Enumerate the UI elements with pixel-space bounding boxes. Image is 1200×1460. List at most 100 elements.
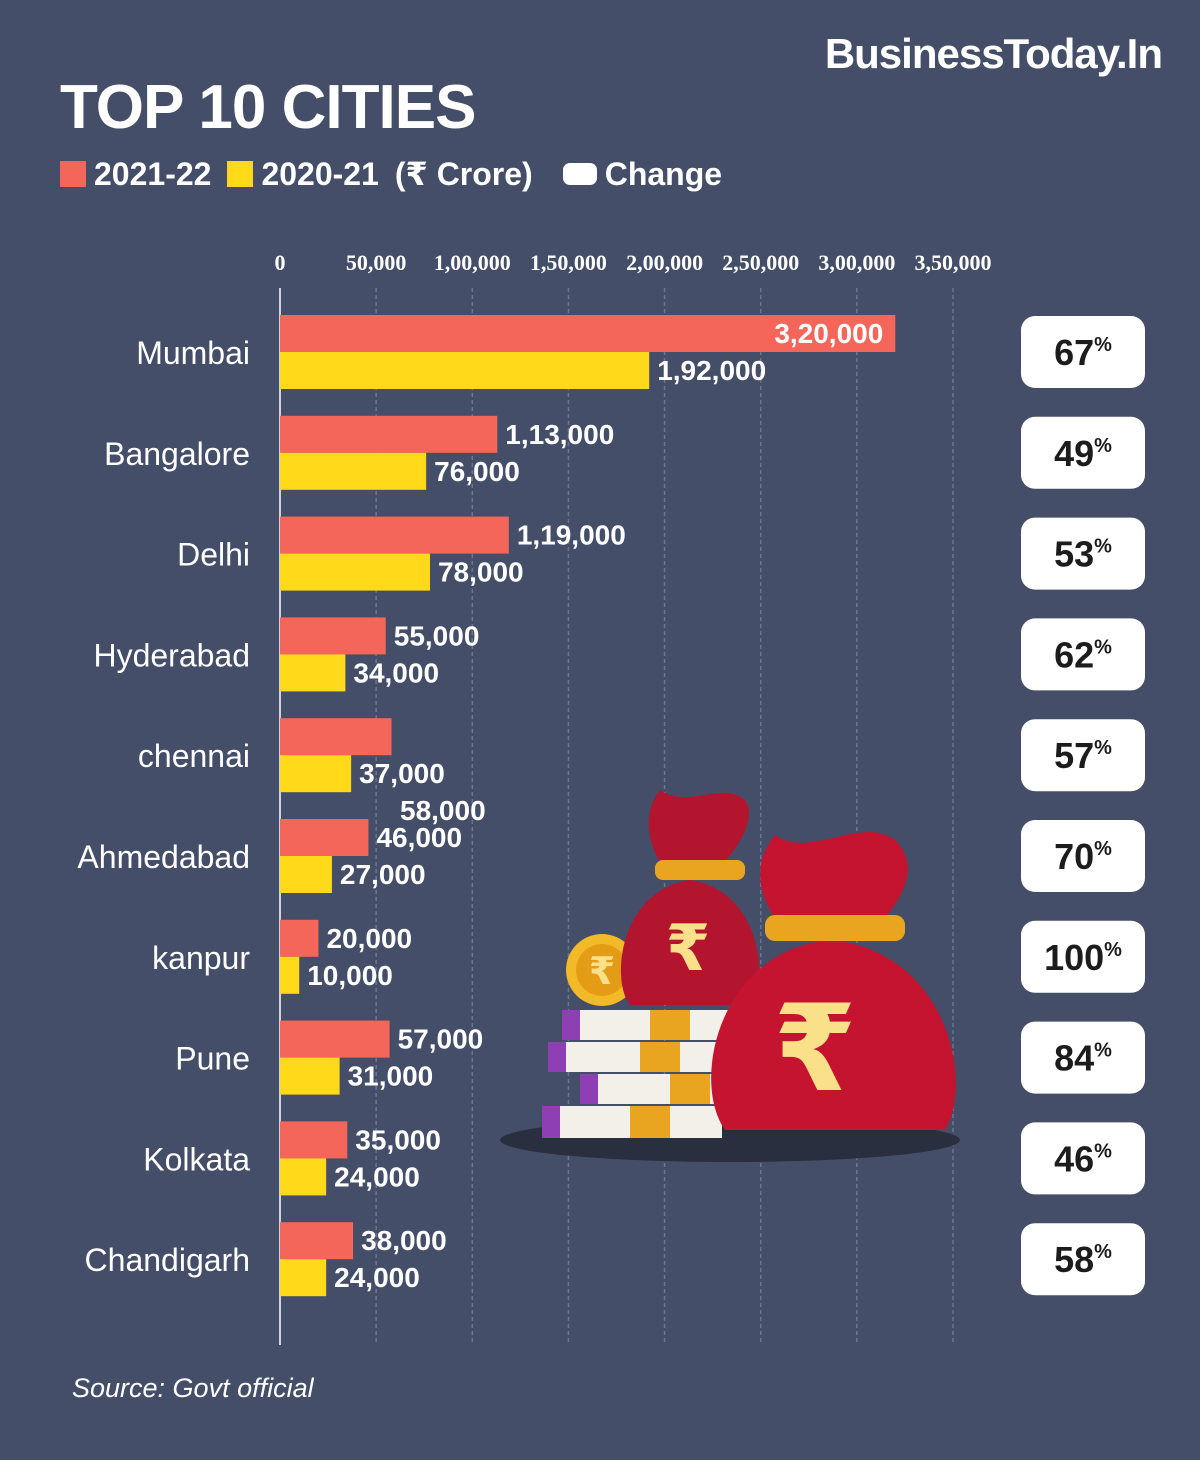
data-label-2021-22: 1,19,000 [517, 520, 626, 551]
legend-label-2020-21: 2020-21 [261, 155, 379, 192]
data-label-2020-21: 27,000 [340, 859, 426, 890]
data-label-2020-21: 78,000 [438, 557, 524, 588]
legend-swatch-2020-21 [227, 161, 254, 187]
bar-2021-22 [280, 919, 319, 957]
legend-item-change: Change [562, 155, 723, 193]
category-label: Chandigarh [85, 1242, 250, 1278]
change-box [1021, 920, 1145, 993]
change-box [1021, 719, 1145, 792]
category-label: Delhi [177, 537, 250, 573]
x-tick-label: 3,00,000 [818, 250, 895, 275]
bar-2021-22 [280, 1222, 354, 1260]
data-label-2021-22: 3,20,000 [774, 318, 883, 349]
change-value: 46% [1054, 1138, 1112, 1179]
bar-2020-21 [280, 352, 650, 389]
category-label: chennai [138, 738, 250, 774]
legend-unit: (₹ Crore) [394, 156, 533, 192]
category-label: kanpur [152, 940, 250, 976]
category-label: Mumbai [136, 335, 250, 371]
change-value: 67% [1054, 332, 1112, 373]
svg-text:₹: ₹ [773, 980, 857, 1119]
x-tick-label: 50,000 [346, 250, 407, 275]
page-title: TOP 10 CITIES [60, 73, 476, 142]
x-axis-ticks: 0 50,000 1,00,000 1,50,000 2,00,000 2,50,000 3… [275, 250, 992, 275]
category-label: Hyderabad [93, 637, 250, 673]
change-box [1021, 1021, 1145, 1094]
category-labels: Mumbai Bangalore Delhi Hyderabad chennai Ahme… [77, 335, 250, 1278]
bar-2021-22 [280, 718, 392, 756]
legend-swatch-2021-22 [60, 161, 86, 187]
bar-2021-22 [280, 315, 896, 352]
category-label: Kolkata [143, 1141, 250, 1177]
svg-text:₹: ₹ [666, 912, 711, 986]
chart-bars: 3,20,000 1,92,000 1,13,000 76,000 1,19,000 78… [280, 315, 896, 1297]
legend-label-2021-22: 2021-22 [94, 155, 212, 192]
category-label: Ahmedabad [77, 839, 250, 875]
legend-item-2021-22: 2021-22 [60, 156, 211, 193]
bar-2021-22 [280, 617, 386, 655]
category-label: Bangalore [104, 436, 250, 472]
bar-2020-21 [280, 856, 332, 893]
data-label-2020-21: 1,92,000 [657, 355, 766, 386]
change-value: 100% [1044, 937, 1122, 978]
data-label-2020-21: 76,000 [434, 456, 520, 487]
money-bags-illustration: ₹ ₹ ₹ [500, 790, 960, 1162]
x-tick-label: 3,50,000 [915, 250, 992, 275]
legend: 2021-22 2020-21 (₹ Crore) Change [60, 155, 738, 193]
data-label-2021-22: 55,000 [394, 620, 480, 651]
x-tick-label: 2,00,000 [626, 250, 703, 275]
bar-2020-21 [280, 654, 346, 692]
data-label-2021-22: 57,000 [398, 1024, 484, 1055]
change-box [1021, 820, 1145, 892]
data-label-2021-22: 38,000 [361, 1225, 447, 1256]
x-tick-label: 1,00,000 [434, 250, 511, 275]
change-box [1021, 517, 1145, 590]
bar-2020-21 [280, 755, 352, 793]
bar-2020-21 [280, 1158, 327, 1196]
data-label-2020-21: 37,000 [359, 758, 445, 789]
bar-2020-21 [280, 956, 300, 994]
change-box [1021, 618, 1145, 691]
data-label-2020-21: 10,000 [307, 960, 393, 991]
change-value: 84% [1054, 1038, 1112, 1079]
data-label-2020-21: 24,000 [334, 1161, 420, 1192]
data-label-2021-22: 1,13,000 [505, 419, 614, 450]
x-tick-label: 2,50,000 [722, 250, 799, 275]
category-label: Pune [175, 1041, 250, 1077]
bar-2021-22 [280, 819, 369, 856]
x-tick-label: 0 [275, 250, 286, 275]
change-value: 53% [1054, 534, 1112, 575]
legend-item-2020-21: 2020-21 [227, 155, 379, 193]
data-label-2021-22: 20,000 [326, 923, 412, 954]
svg-text:₹: ₹ [589, 949, 615, 993]
bar-2020-21 [280, 553, 430, 591]
data-label-2021-22: 35,000 [355, 1124, 441, 1155]
change-value: 70% [1054, 836, 1112, 877]
legend-label-change: Change [604, 155, 723, 192]
change-boxes: 67% 49% 53% 62% 57% 70% 100% 84% 46% 58% [1021, 316, 1145, 1296]
change-box [1021, 416, 1145, 489]
bar-2021-22 [280, 1020, 390, 1058]
brand-logo: BusinessToday.In [824, 30, 1163, 77]
change-value: 58% [1054, 1239, 1112, 1280]
source-note: Source: Govt official [72, 1373, 314, 1403]
x-tick-label: 1,50,000 [530, 250, 607, 275]
bar-2020-21 [280, 1259, 327, 1297]
change-box [1021, 1223, 1145, 1296]
change-box [1021, 1122, 1145, 1195]
data-label-2021-22: 46,000 [376, 822, 462, 853]
bar-2020-21 [280, 1057, 340, 1095]
data-label-2020-21: 34,000 [353, 657, 439, 688]
bar-2021-22 [280, 1121, 348, 1159]
change-value: 49% [1054, 433, 1112, 474]
legend-swatch-change [562, 163, 597, 185]
bar-2021-22 [280, 415, 498, 453]
change-value: 57% [1054, 735, 1112, 776]
data-label-2020-21: 31,000 [348, 1061, 434, 1092]
change-box [1021, 316, 1145, 388]
change-value: 62% [1054, 634, 1112, 675]
bar-2021-22 [280, 516, 509, 554]
data-label-2021-22: 58,000 [400, 795, 486, 826]
data-label-2020-21: 24,000 [334, 1262, 420, 1293]
